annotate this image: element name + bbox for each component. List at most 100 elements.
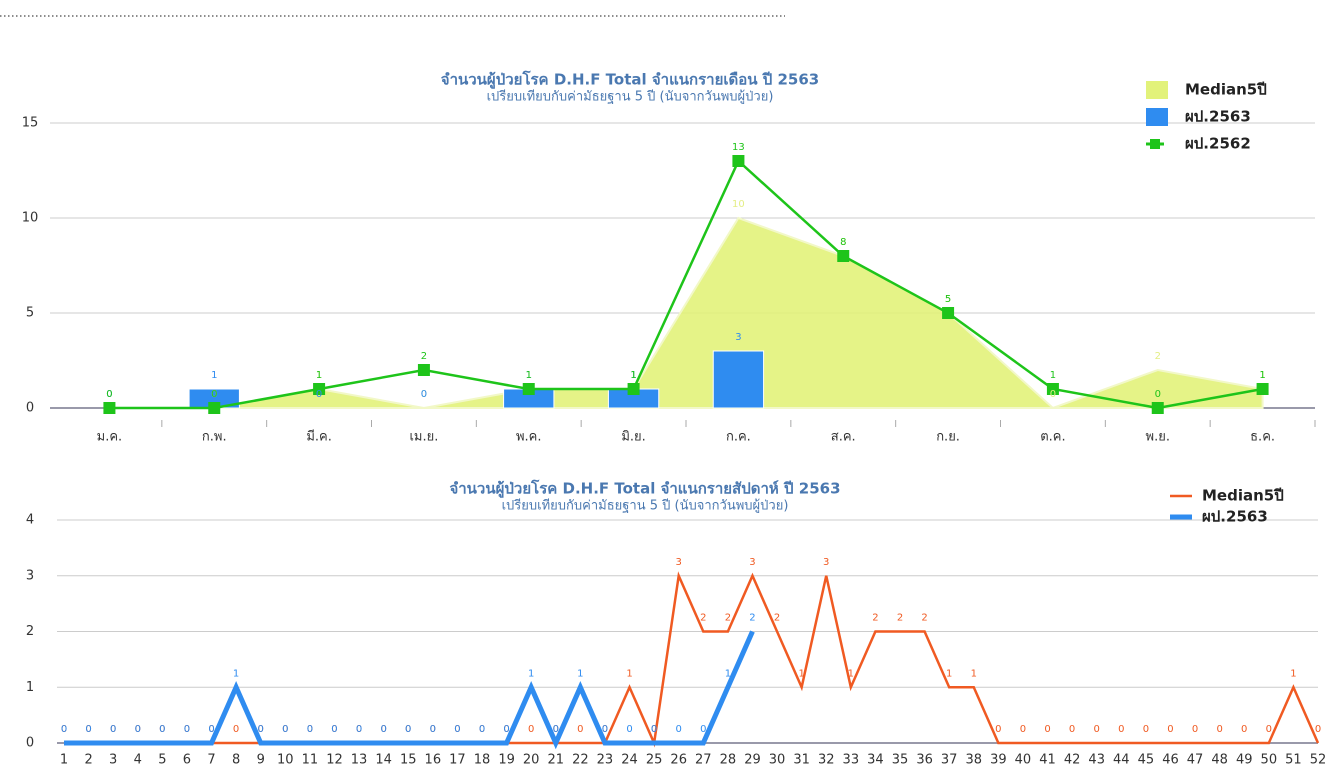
data-label: 2 — [774, 613, 780, 624]
x-tick-label: 33 — [843, 753, 860, 768]
data-label: 0 — [577, 724, 583, 735]
marker — [1046, 383, 1059, 395]
x-tick-label: ก.ค. — [726, 430, 751, 445]
x-tick-label: 2 — [84, 753, 92, 768]
x-tick-label: 49 — [1236, 753, 1253, 768]
legend-label: ผป.2563 — [1185, 108, 1251, 126]
data-label: 0 — [1167, 724, 1173, 735]
data-label: 0 — [184, 724, 190, 735]
data-label: 1 — [626, 668, 632, 679]
x-tick-label: 40 — [1015, 753, 1032, 768]
data-label: 0 — [454, 724, 460, 735]
x-tick-label: ม.ค. — [97, 430, 123, 445]
x-tick-label: 27 — [695, 753, 712, 768]
x-tick-label: 28 — [720, 753, 737, 768]
line — [64, 630, 755, 750]
x-tick-label: มิ.ย. — [621, 430, 645, 445]
data-label: 0 — [553, 724, 559, 735]
x-tick-label: 25 — [646, 753, 663, 768]
y-tick-label: 5 — [26, 306, 34, 321]
data-label: 0 — [651, 724, 657, 735]
data-label: 1 — [798, 668, 804, 679]
data-label: 0 — [282, 724, 288, 735]
x-tick-label: 47 — [1187, 753, 1204, 768]
x-tick-label: 41 — [1039, 753, 1056, 768]
x-tick-label: 6 — [183, 753, 191, 768]
data-label: 0 — [553, 724, 559, 735]
x-tick-label: พ.ย. — [1146, 430, 1170, 445]
y-tick-label: 0 — [26, 736, 34, 751]
data-label: 0 — [421, 389, 427, 400]
data-label: 1 — [526, 370, 532, 381]
x-tick-label: 52 — [1310, 753, 1325, 768]
data-label: 0 — [307, 724, 313, 735]
data-label: 0 — [1094, 724, 1100, 735]
data-label: 1 — [1259, 370, 1265, 381]
chart-title: จำนวนผู้ป่วยโรค D.H.F Total จำแนกรายเดือ… — [441, 70, 819, 90]
data-label: 2 — [421, 351, 427, 362]
legend-label: Median5ปี — [1185, 81, 1267, 99]
chart-title: จำนวนผู้ป่วยโรค D.H.F Total จำแนกรายสัปด… — [449, 479, 840, 499]
x-tick-label: 35 — [892, 753, 909, 768]
data-label: 0 — [651, 724, 657, 735]
x-tick-label: ก.ย. — [936, 430, 960, 445]
data-label: 0 — [85, 724, 91, 735]
x-tick-label: 20 — [523, 753, 540, 768]
data-label: 0 — [85, 724, 91, 735]
x-tick-label: 26 — [670, 753, 687, 768]
y-tick-label: 15 — [22, 116, 39, 131]
line — [109, 158, 1263, 410]
data-label: 0 — [676, 724, 682, 735]
x-tick-label: 44 — [1113, 753, 1130, 768]
x-tick-label: 10 — [277, 753, 294, 768]
x-tick-label: 7 — [207, 753, 215, 768]
x-tick-label: 38 — [965, 753, 982, 768]
x-tick-label: 29 — [744, 753, 761, 768]
data-label: 0 — [421, 389, 427, 400]
data-label: 0 — [380, 724, 386, 735]
data-label: 0 — [405, 724, 411, 735]
legend-swatch — [1150, 139, 1160, 149]
data-label: 0 — [316, 389, 322, 400]
x-tick-label: ธ.ค. — [1250, 430, 1275, 445]
data-label: 0 — [380, 724, 386, 735]
x-tick-label: 32 — [818, 753, 835, 768]
data-label: 0 — [208, 724, 214, 735]
data-label: 1 — [526, 370, 532, 381]
data-label: 0 — [208, 724, 214, 735]
x-tick-label: ต.ค. — [1040, 430, 1065, 445]
x-tick-label: 42 — [1064, 753, 1081, 768]
x-tick-label: 23 — [597, 753, 614, 768]
data-label: 5 — [945, 294, 951, 305]
data-label: 13 — [732, 142, 745, 153]
marker — [522, 383, 535, 395]
data-label: 1 — [946, 668, 952, 679]
x-tick-label: 16 — [425, 753, 442, 768]
x-tick-label: 21 — [547, 753, 564, 768]
x-tick-label: 51 — [1285, 753, 1302, 768]
marker — [417, 364, 430, 376]
data-label: 0 — [110, 724, 116, 735]
marker — [103, 402, 116, 414]
data-label: 0 — [1020, 724, 1026, 735]
data-label: 0 — [356, 724, 362, 735]
data-label: 0 — [1241, 724, 1247, 735]
y-tick-label: 1 — [26, 680, 34, 695]
data-label: 1 — [211, 370, 217, 381]
x-tick-label: 24 — [621, 753, 638, 768]
data-label: 0 — [1050, 389, 1056, 400]
data-label: 0 — [106, 389, 112, 400]
x-tick-label: 50 — [1261, 753, 1278, 768]
y-tick-label: 2 — [26, 624, 34, 639]
x-tick-label: 3 — [109, 753, 117, 768]
data-label: 0 — [61, 724, 67, 735]
legend-label: Median5ปี — [1202, 487, 1284, 505]
data-label: 2 — [872, 613, 878, 624]
data-label: 0 — [454, 724, 460, 735]
data-label: 10 — [732, 199, 745, 210]
data-label: 0 — [1192, 724, 1198, 735]
data-label: 3 — [823, 557, 829, 568]
data-label: 1 — [528, 668, 534, 679]
y-tick-label: 3 — [26, 568, 34, 583]
